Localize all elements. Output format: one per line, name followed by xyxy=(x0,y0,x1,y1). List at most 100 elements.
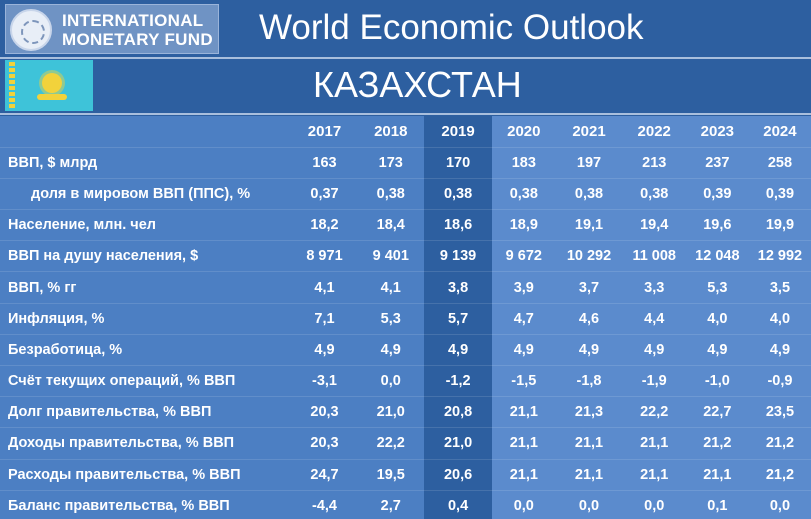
value-cell: 183 xyxy=(492,147,556,179)
flag-sun xyxy=(42,73,62,93)
value-cell: 21,2 xyxy=(748,459,811,491)
value-cell: 0,0 xyxy=(357,365,424,398)
value-cell: 0,39 xyxy=(748,178,811,211)
value-cell: 163 xyxy=(291,147,358,179)
economic-indicators-table: 2017 2018 2019 2020 2021 2022 2023 2024 … xyxy=(0,116,811,519)
table-row: ВВП, % гг 4,1 4,1 3,8 3,9 3,7 3,3 5,3 3,5 xyxy=(0,271,811,304)
row-label: Доходы правительства, % ВВП xyxy=(0,427,292,460)
value-cell: 7,1 xyxy=(291,303,358,335)
value-cell: 173 xyxy=(357,147,424,179)
value-cell: 12 048 xyxy=(685,240,749,273)
value-cell: 3,7 xyxy=(555,271,623,304)
table-row: Инфляция, % 7,1 5,3 5,7 4,7 4,6 4,4 4,0 4,0 xyxy=(0,303,811,335)
header: INTERNATIONAL MONETARY FUND World Econom… xyxy=(0,0,811,57)
value-cell: 20,3 xyxy=(291,396,358,429)
value-cell: 21,3 xyxy=(555,396,623,429)
row-label: ВВП на душу населения, $ xyxy=(0,240,292,273)
value-cell: 18,4 xyxy=(357,209,424,242)
value-cell: -1,0 xyxy=(685,365,749,398)
value-cell: 5,3 xyxy=(685,271,749,304)
value-cell: 3,9 xyxy=(492,271,556,304)
row-label: Население, млн. чел xyxy=(0,209,292,242)
year-header: 2022 xyxy=(622,116,686,148)
value-cell: 4,4 xyxy=(622,303,686,335)
year-header: 2019 xyxy=(423,116,493,148)
value-cell: 20,3 xyxy=(291,427,358,460)
value-cell: 18,2 xyxy=(291,209,358,242)
value-cell: 19,4 xyxy=(622,209,686,242)
value-cell: 4,9 xyxy=(555,334,623,367)
table-row: ВВП, $ млрд 163 173 170 183 197 213 237 258 xyxy=(0,147,811,179)
value-cell: -3,1 xyxy=(291,365,358,398)
value-cell: 9 401 xyxy=(357,240,424,273)
value-cell: 213 xyxy=(622,147,686,179)
value-cell: 4,9 xyxy=(492,334,556,367)
value-cell: 19,5 xyxy=(357,459,424,491)
value-cell: 22,2 xyxy=(357,427,424,460)
row-label: ВВП, % гг xyxy=(0,271,292,304)
kazakhstan-flag-icon xyxy=(5,60,93,111)
value-cell: 20,8 xyxy=(423,396,493,429)
row-label: Безработица, % xyxy=(0,334,292,367)
value-cell: -1,8 xyxy=(555,365,623,398)
value-cell: 3,8 xyxy=(423,271,493,304)
value-cell: 21,0 xyxy=(357,396,424,429)
table-row: Население, млн. чел 18,2 18,4 18,6 18,9 19,1 1… xyxy=(0,209,811,242)
value-cell: 237 xyxy=(685,147,749,179)
value-cell: -4,4 xyxy=(291,490,358,519)
year-header: 2018 xyxy=(357,116,424,148)
value-cell: 0,38 xyxy=(357,178,424,211)
imf-seal-icon xyxy=(10,9,52,51)
row-label: ВВП, $ млрд xyxy=(0,147,292,179)
table-row: Счёт текущих операций, % ВВП -3,1 0,0 -1,2-… xyxy=(0,365,811,398)
value-cell: 21,1 xyxy=(685,459,749,491)
value-cell: 0,38 xyxy=(622,178,686,211)
flag-ornament xyxy=(9,62,15,109)
value-cell: 22,2 xyxy=(622,396,686,429)
value-cell: -1,9 xyxy=(622,365,686,398)
value-cell: 5,7 xyxy=(423,303,493,335)
value-cell: 0,0 xyxy=(492,490,556,519)
table-row: Безработица, % 4,9 4,9 4,9 4,9 4,9 4,9 4,9 4,9 xyxy=(0,334,811,367)
value-cell: 4,9 xyxy=(357,334,424,367)
value-cell: 4,9 xyxy=(423,334,493,367)
value-cell: 19,9 xyxy=(748,209,811,242)
table-row: Расходы правительства, % ВВП 24,7 19,5 20,6… xyxy=(0,459,811,491)
value-cell: 4,6 xyxy=(555,303,623,335)
logo-line2: MONETARY FUND xyxy=(62,30,213,49)
value-cell: 11 008 xyxy=(622,240,686,273)
value-cell: 4,9 xyxy=(685,334,749,367)
value-cell: -0,9 xyxy=(748,365,811,398)
table-row: Доходы правительства, % ВВП 20,3 22,2 21,0 2… xyxy=(0,427,811,460)
value-cell: 4,1 xyxy=(357,271,424,304)
table-row: доля в мировом ВВП (ППС), % 0,37 0,38 0,38 0… xyxy=(0,178,811,211)
value-cell: -1,5 xyxy=(492,365,556,398)
value-cell: 8 971 xyxy=(291,240,358,273)
value-cell: 197 xyxy=(555,147,623,179)
row-label: Расходы правительства, % ВВП xyxy=(0,459,292,491)
year-header: 2020 xyxy=(492,116,556,148)
value-cell: 0,37 xyxy=(291,178,358,211)
row-label: доля в мировом ВВП (ППС), % xyxy=(0,178,292,211)
value-cell: 9 672 xyxy=(492,240,556,273)
value-cell: 24,7 xyxy=(291,459,358,491)
value-cell: 0,38 xyxy=(423,178,493,211)
flag-eagle xyxy=(37,94,67,100)
header-label-cell xyxy=(0,116,292,148)
value-cell: 18,9 xyxy=(492,209,556,242)
value-cell: 170 xyxy=(423,147,493,179)
row-label: Баланс правительства, % ВВП xyxy=(0,490,292,519)
value-cell: 4,0 xyxy=(748,303,811,335)
logo-line1: INTERNATIONAL xyxy=(62,11,204,30)
value-cell: 0,38 xyxy=(555,178,623,211)
value-cell: 4,9 xyxy=(748,334,811,367)
value-cell: 3,5 xyxy=(748,271,811,304)
value-cell: 18,6 xyxy=(423,209,493,242)
value-cell: 21,1 xyxy=(555,427,623,460)
table-row: Баланс правительства, % ВВП -4,4 2,7 0,4 0,0… xyxy=(0,490,811,519)
value-cell: 0,39 xyxy=(685,178,749,211)
value-cell: 21,2 xyxy=(685,427,749,460)
table-row: ВВП на душу населения, $8 971 9 401 9 139 9… xyxy=(0,240,811,273)
value-cell: 4,9 xyxy=(291,334,358,367)
table-header-row: 2017 2018 2019 2020 2021 2022 2023 2024 xyxy=(0,116,811,148)
